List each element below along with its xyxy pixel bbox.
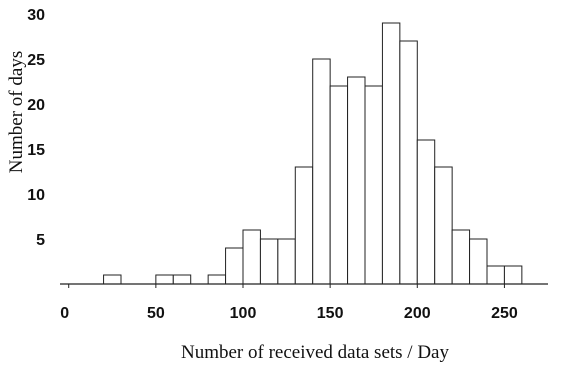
y-tick-label: 30 <box>27 7 45 24</box>
bars-group <box>103 22 523 285</box>
histogram-bar <box>225 247 244 285</box>
histogram-bar <box>399 40 418 285</box>
y-tick-label: 15 <box>27 142 45 159</box>
y-axis-label: Number of days <box>6 51 27 173</box>
x-ticks-group: 0 50 100 150 200 250 <box>60 284 518 322</box>
y-tick-label: 10 <box>27 187 45 204</box>
histogram-bar <box>155 274 174 285</box>
x-tick-label: 200 <box>404 305 431 322</box>
histogram-bar <box>329 85 349 285</box>
histogram-bar <box>103 274 122 285</box>
x-tick-label: 150 <box>317 305 344 322</box>
histogram-bar <box>381 22 401 285</box>
y-tick-label: 5 <box>36 232 45 249</box>
histogram-bar <box>486 265 505 285</box>
histogram-bar <box>434 166 453 285</box>
histogram-bar <box>277 238 296 285</box>
y-ticks-group: 5 10 15 20 25 30 <box>27 7 45 249</box>
x-tick-label: 250 <box>491 305 518 322</box>
histogram-bar <box>416 139 436 285</box>
x-tick-label: 50 <box>147 305 165 322</box>
histogram-bar <box>294 166 314 285</box>
histogram-bar <box>364 85 383 285</box>
histogram-bar <box>242 229 261 285</box>
x-axis-label: Number of received data sets / Day <box>181 342 450 363</box>
histogram-bar <box>469 238 488 285</box>
histogram-bar <box>172 274 192 285</box>
x-tick-label: 100 <box>230 305 257 322</box>
y-tick-label: 20 <box>27 97 45 114</box>
histogram-bar <box>312 58 331 285</box>
histogram-bar <box>207 274 227 285</box>
y-tick-label: 25 <box>27 52 45 69</box>
histogram-bar <box>259 238 279 285</box>
histogram-bar <box>347 76 366 285</box>
histogram-bar <box>451 229 471 285</box>
histogram-bar <box>503 265 523 285</box>
x-tick-label: 0 <box>60 305 69 322</box>
